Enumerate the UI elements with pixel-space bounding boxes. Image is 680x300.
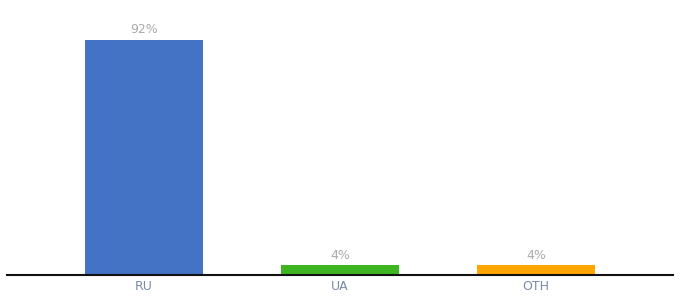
Bar (282, 265, 398, 275)
Text: 92%: 92% (130, 23, 158, 36)
Bar (477, 265, 595, 275)
Bar (85, 40, 203, 275)
Text: 4%: 4% (330, 249, 350, 262)
Text: 4%: 4% (526, 249, 546, 262)
